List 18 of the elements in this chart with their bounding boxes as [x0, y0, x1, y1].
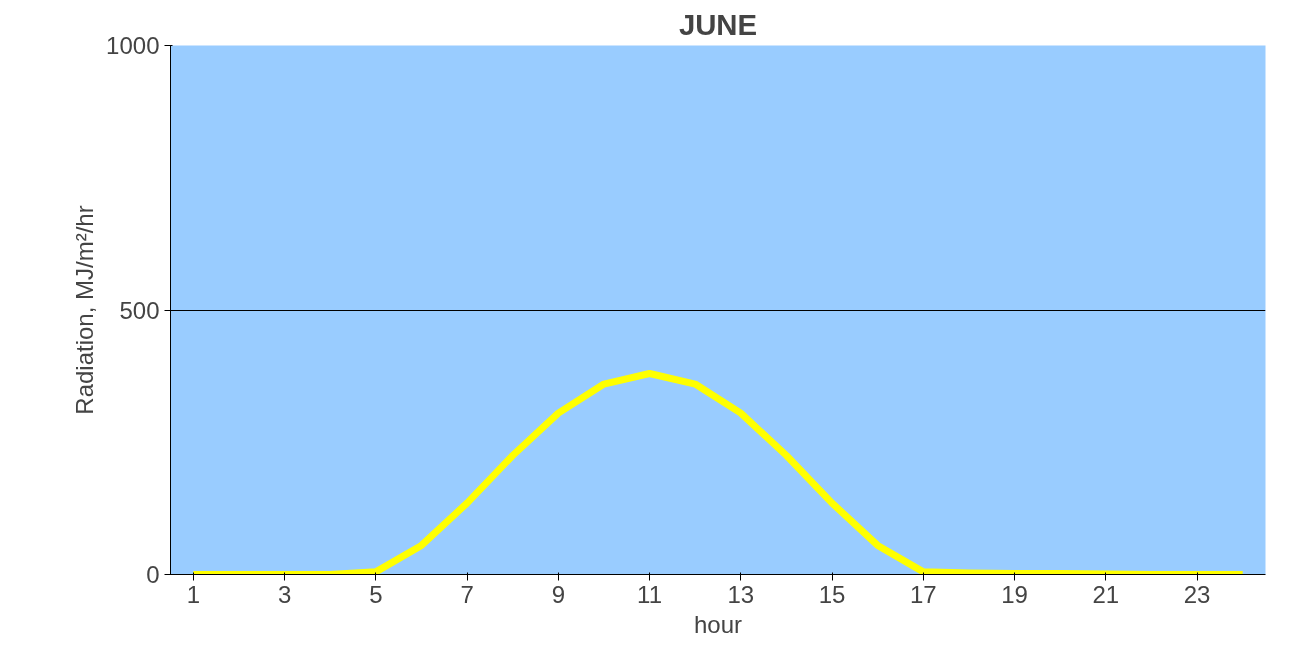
x-tick-label: 17	[909, 580, 937, 608]
x-tick-label: 1	[186, 580, 200, 608]
y-axis-title: Radiation, MJ/m²/hr	[71, 205, 99, 415]
x-tick-label: 23	[1183, 580, 1211, 608]
x-tick-label: 7	[460, 580, 474, 608]
x-tick-label: 11	[637, 580, 663, 608]
x-tick-label: 21	[1092, 580, 1120, 608]
chart-title: JUNE	[678, 7, 758, 41]
x-tick-label: 13	[727, 580, 755, 608]
y-tick-label: 500	[119, 296, 160, 324]
y-tick-label: 1000	[106, 32, 160, 59]
x-tick-label: 9	[551, 580, 565, 608]
x-tick-label: 5	[369, 580, 383, 608]
x-tick-label: 3	[277, 580, 292, 608]
x-axis-title: hour	[693, 610, 743, 638]
y-tick-label: 0	[146, 561, 160, 588]
x-tick-label: 15	[818, 580, 846, 608]
x-tick-label: 19	[1001, 580, 1028, 608]
